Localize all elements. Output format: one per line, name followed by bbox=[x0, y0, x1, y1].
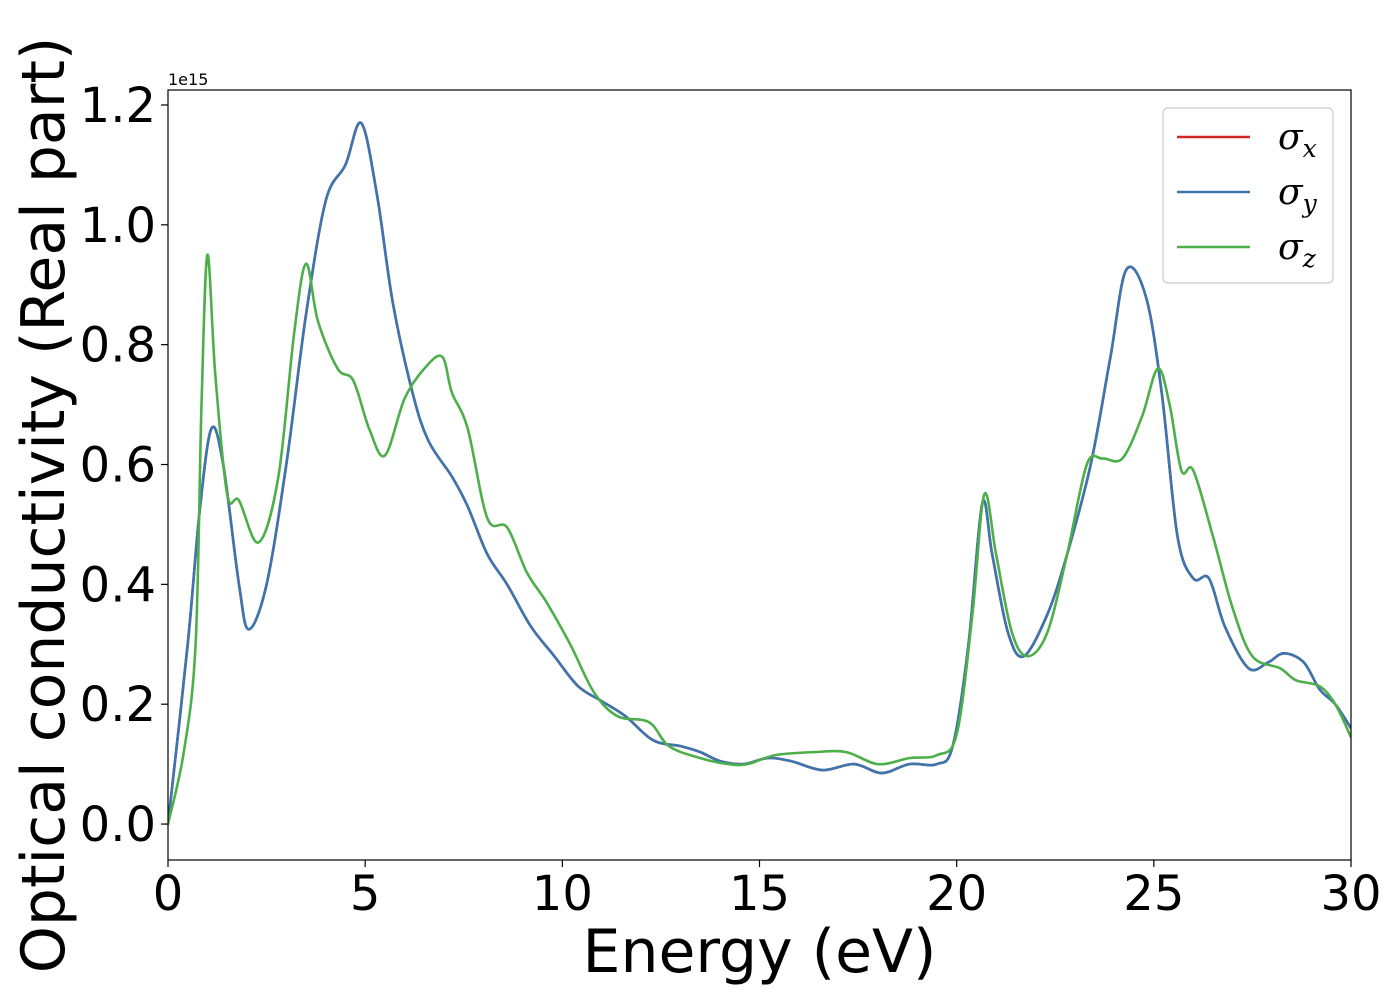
x-tick-label: 10 bbox=[532, 866, 593, 922]
x-tick-label: 20 bbox=[926, 866, 987, 922]
x-tick-label: 15 bbox=[729, 866, 790, 922]
legend-label-y: σy bbox=[1278, 172, 1318, 218]
x-tick-label: 5 bbox=[350, 866, 381, 922]
y-axis-label: Optical conductivity (Real part) bbox=[9, 37, 79, 974]
series-layer bbox=[168, 121, 1351, 826]
y-tick-label: 0.8 bbox=[80, 318, 156, 374]
y-offset-label: 1e15 bbox=[168, 70, 208, 89]
legend-label-x: σx bbox=[1278, 117, 1317, 163]
x-tick-label: 0 bbox=[153, 866, 184, 922]
x-axis: 0 5 10 15 20 25 30 bbox=[153, 860, 1382, 922]
y-tick-label: 0.2 bbox=[80, 677, 156, 733]
x-tick-label: 30 bbox=[1320, 866, 1381, 922]
legend-label-z: σz bbox=[1278, 227, 1317, 273]
x-axis-label: Energy (eV) bbox=[583, 917, 937, 987]
y-axis: 0.0 0.2 0.4 0.6 0.8 1.0 1.2 bbox=[80, 78, 168, 853]
series-line-z bbox=[168, 253, 1351, 826]
legend: σx σy σz bbox=[1162, 107, 1334, 284]
y-tick-label: 0.0 bbox=[80, 797, 156, 853]
y-tick-label: 0.6 bbox=[80, 438, 156, 494]
y-tick-label: 0.4 bbox=[80, 557, 156, 613]
x-tick-label: 25 bbox=[1123, 866, 1184, 922]
y-tick-label: 1.2 bbox=[80, 78, 156, 134]
y-tick-label: 1.0 bbox=[80, 198, 156, 254]
legend-box bbox=[1162, 107, 1334, 284]
